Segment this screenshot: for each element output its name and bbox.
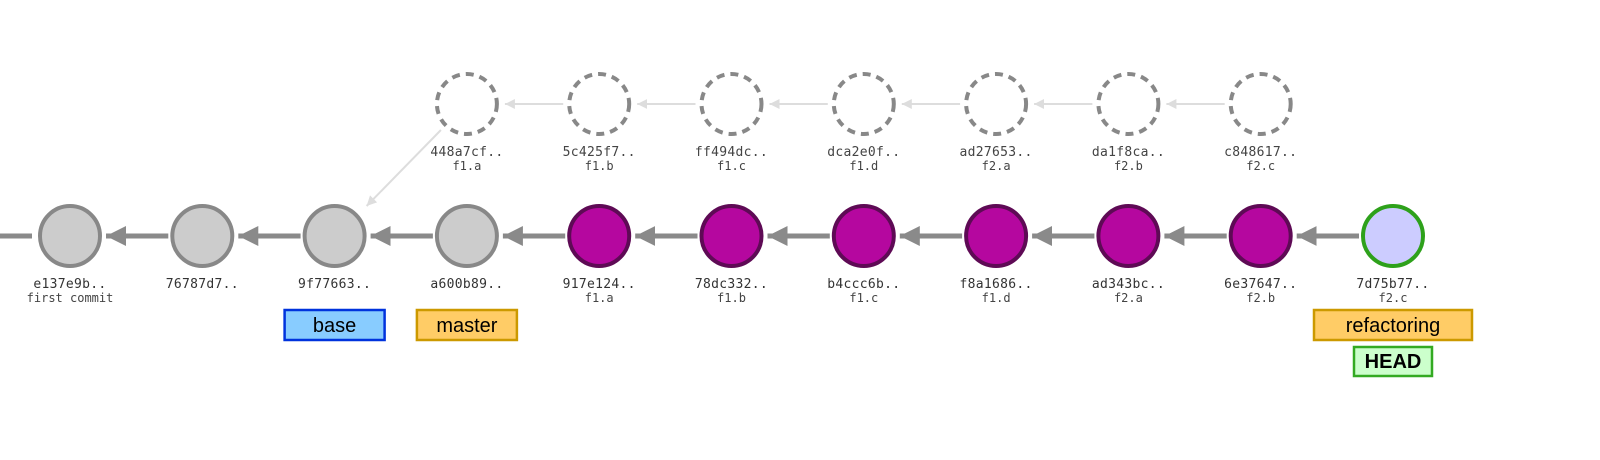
- ghost-commit-circle: [567, 72, 632, 136]
- commit-hash: f8a1686..: [960, 277, 1033, 292]
- commit-hash: a600b89..: [430, 277, 503, 292]
- ref-name: base: [313, 315, 356, 337]
- ghost-commit-circle: [831, 72, 896, 136]
- ghost-commit-circle: [699, 72, 764, 136]
- ghost-commit: 5c425f7..f1.b: [563, 72, 636, 173]
- commit-hash: 78dc332..: [695, 277, 768, 292]
- ref-name: refactoring: [1346, 315, 1441, 337]
- ghost-commit-circle: [1228, 72, 1293, 136]
- commit-hash: 917e124..: [563, 277, 636, 292]
- commit-message: f2.a: [1114, 291, 1143, 305]
- commit-circle[interactable]: [170, 204, 235, 268]
- ghost-parent-edge: [365, 129, 442, 207]
- ref-name: master: [436, 315, 497, 337]
- commit-circle[interactable]: [831, 204, 896, 268]
- ghost-commit-circle: [434, 72, 499, 136]
- ghost-commit: dca2e0f..f1.d: [827, 72, 900, 173]
- refs-layer: base master refactoring HEAD: [283, 308, 1474, 378]
- commit-node[interactable]: a600b89..: [430, 204, 503, 292]
- ghost-commit-message: f2.b: [1114, 159, 1143, 173]
- ghost-commit-message: f1.c: [717, 159, 746, 173]
- ghost-commit-hash: dca2e0f..: [827, 145, 900, 160]
- ref-box[interactable]: [1312, 308, 1474, 342]
- branch-label-refactoring[interactable]: refactoring: [1312, 308, 1474, 342]
- commit-node[interactable]: b4ccc6b..f1.c: [827, 204, 900, 305]
- ref-box[interactable]: [283, 308, 386, 342]
- commit-node[interactable]: f8a1686..f1.d: [960, 204, 1033, 305]
- commit-circle[interactable]: [699, 204, 764, 268]
- commit-node[interactable]: 7d75b77..f2.c: [1356, 204, 1429, 305]
- commit-circle[interactable]: [302, 204, 367, 268]
- ghost-commit-message: f1.a: [452, 159, 481, 173]
- commit-circle[interactable]: [567, 204, 632, 268]
- commit-hash: b4ccc6b..: [827, 277, 900, 292]
- commit-hash: 9f77663..: [298, 277, 371, 292]
- ghost-commit-circle: [964, 72, 1029, 136]
- ghost-commit-message: f2.a: [982, 159, 1011, 173]
- commit-message: first commit: [27, 291, 114, 305]
- commit-hash: 7d75b77..: [1356, 277, 1429, 292]
- tag-label-base[interactable]: base: [283, 308, 386, 342]
- ghost-commit-hash: 5c425f7..: [563, 145, 636, 160]
- commit-hash: e137e9b..: [33, 277, 106, 292]
- commit-node[interactable]: 9f77663..: [298, 204, 371, 292]
- commit-node[interactable]: 76787d7..: [166, 204, 239, 292]
- commit-node[interactable]: ad343bc..f2.a: [1092, 204, 1165, 305]
- ghost-commit: da1f8ca..f2.b: [1092, 72, 1165, 173]
- commit-hash: 6e37647..: [1224, 277, 1297, 292]
- ghost-commit-circle: [1096, 72, 1161, 136]
- ghost-commit: 448a7cf..f1.a: [430, 72, 503, 173]
- head-label[interactable]: HEAD: [1352, 345, 1434, 378]
- ghost-commit-hash: ff494dc..: [695, 145, 768, 160]
- branch-label-master[interactable]: master: [415, 308, 519, 342]
- ghost-commit-hash: c848617..: [1224, 145, 1297, 160]
- ghost-commit: ad27653..f2.a: [960, 72, 1033, 173]
- commit-circle[interactable]: [1361, 204, 1425, 268]
- commit-circle[interactable]: [1228, 204, 1293, 268]
- commit-message: f1.c: [849, 291, 878, 305]
- commit-message: f1.b: [717, 291, 746, 305]
- ghost-commit-message: f1.d: [849, 159, 878, 173]
- ghost-commit: c848617..f2.c: [1224, 72, 1297, 173]
- commit-message: f1.a: [585, 291, 614, 305]
- ghost-commit-hash: ad27653..: [960, 145, 1033, 160]
- ghost-commit-message: f1.b: [585, 159, 614, 173]
- commit-circle[interactable]: [1096, 204, 1161, 268]
- nodes-layer: 448a7cf..f1.a5c425f7..f1.bff494dc..f1.cd…: [27, 72, 1429, 305]
- ghost-commit-message: f2.c: [1246, 159, 1275, 173]
- ghost-commit-hash: 448a7cf..: [430, 145, 503, 160]
- commit-node[interactable]: 78dc332..f1.b: [695, 204, 768, 305]
- commit-message: f2.c: [1379, 291, 1408, 305]
- commit-node[interactable]: e137e9b..first commit: [27, 204, 114, 305]
- commit-circle[interactable]: [38, 204, 102, 268]
- commit-circle[interactable]: [964, 204, 1029, 268]
- ref-box[interactable]: [415, 308, 519, 342]
- commit-circle[interactable]: [434, 204, 499, 268]
- commit-node[interactable]: 917e124..f1.a: [563, 204, 636, 305]
- commit-message: f2.b: [1246, 291, 1275, 305]
- commit-hash: 76787d7..: [166, 277, 239, 292]
- head-box[interactable]: [1352, 345, 1434, 378]
- ghost-commit: ff494dc..f1.c: [695, 72, 768, 173]
- commit-message: f1.d: [982, 291, 1011, 305]
- head-text: HEAD: [1365, 351, 1422, 373]
- commit-node[interactable]: 6e37647..f2.b: [1224, 204, 1297, 305]
- ghost-commit-hash: da1f8ca..: [1092, 145, 1165, 160]
- commit-hash: ad343bc..: [1092, 277, 1165, 292]
- edges-layer: [0, 99, 1359, 246]
